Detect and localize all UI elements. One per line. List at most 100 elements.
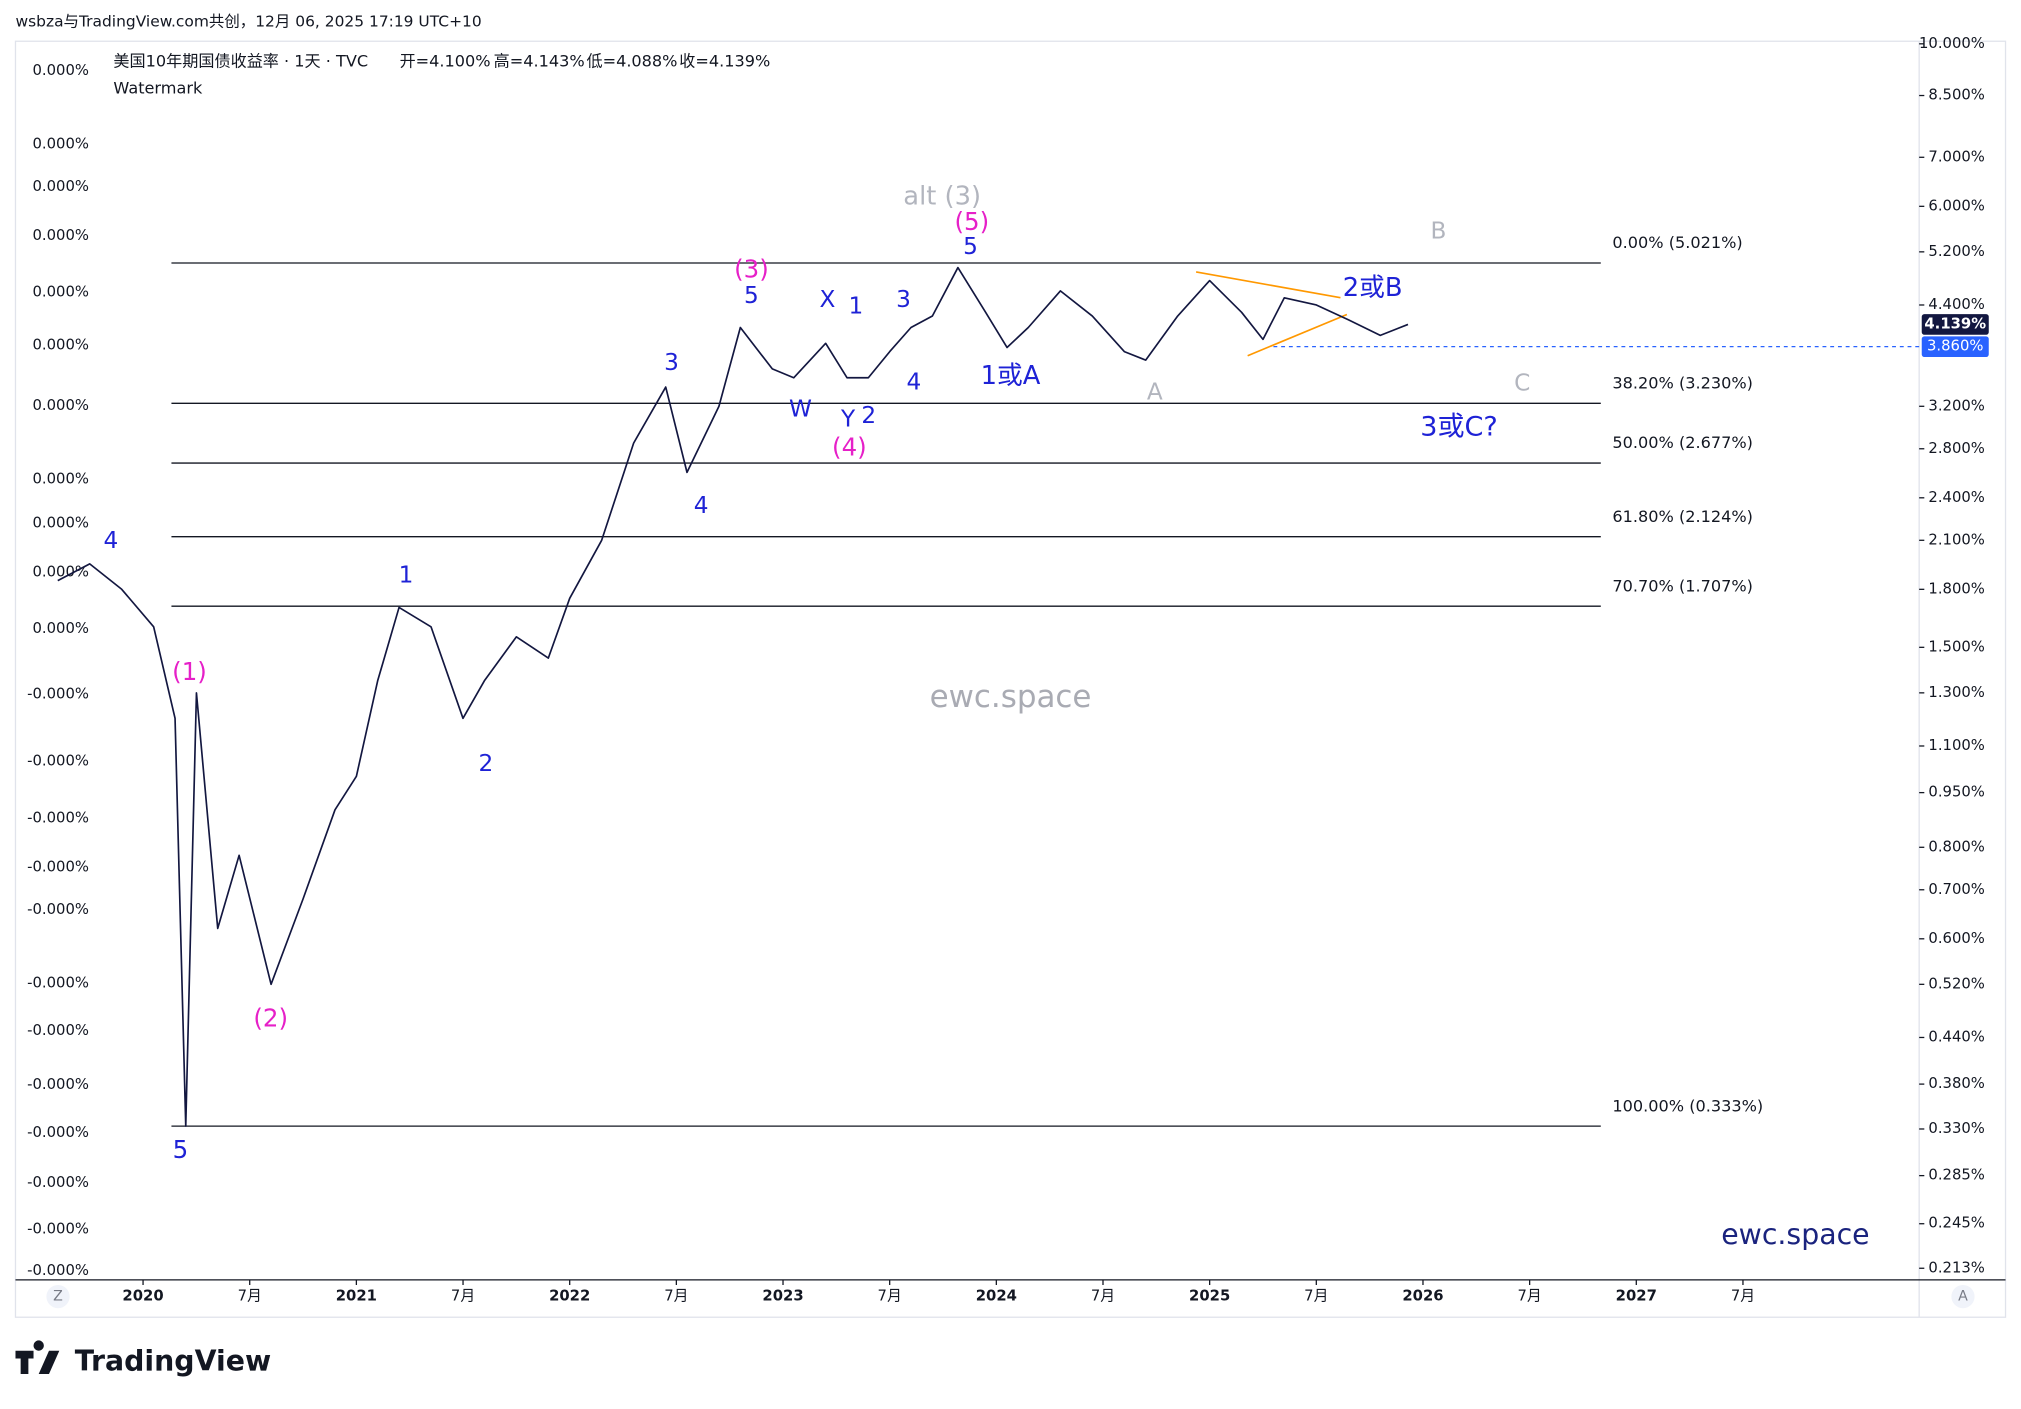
y-tick-label: 1.800% bbox=[1928, 580, 1984, 597]
y-tick-label: 0.330% bbox=[1928, 1120, 1984, 1137]
axis-button-label: A bbox=[1958, 1289, 1968, 1305]
wave-label: alt (3) bbox=[903, 182, 981, 212]
left-axis-label: -0.000% bbox=[27, 901, 89, 918]
wave-label: 4 bbox=[103, 527, 118, 554]
x-tick-label: 2027 bbox=[1616, 1288, 1657, 1305]
wave-label: 5 bbox=[963, 233, 978, 260]
y-tick-label: 1.500% bbox=[1928, 638, 1984, 655]
x-tick-label: 2021 bbox=[336, 1288, 377, 1305]
symbol: 美国10年期国债收益率 · 1天 · TVC bbox=[113, 51, 368, 70]
fib-label: 0.00% (5.021%) bbox=[1612, 233, 1742, 252]
x-tick-label: 7月 bbox=[664, 1288, 688, 1305]
wave-label: 3或C? bbox=[1420, 411, 1498, 442]
left-axis-label: 0.000% bbox=[32, 62, 88, 79]
left-axis-label: -0.000% bbox=[27, 1022, 89, 1039]
wave-label: Y bbox=[840, 406, 856, 433]
fib-label: 70.70% (1.707%) bbox=[1612, 576, 1753, 595]
y-tick-label: 0.285% bbox=[1928, 1167, 1984, 1184]
left-axis-label: -0.000% bbox=[27, 809, 89, 826]
axis-button-label: Z bbox=[53, 1289, 63, 1305]
wave-label: 2 bbox=[861, 402, 876, 429]
left-axis-label: -0.000% bbox=[27, 974, 89, 991]
wave-label: 3 bbox=[896, 286, 911, 313]
left-axis-label: -0.000% bbox=[27, 686, 89, 703]
x-tick-label: 2026 bbox=[1402, 1288, 1443, 1305]
triangle-upper bbox=[1195, 271, 1341, 299]
x-tick-label: 2025 bbox=[1189, 1288, 1230, 1305]
left-axis-label: -0.000% bbox=[27, 1124, 89, 1141]
y-tick-label: 6.000% bbox=[1928, 197, 1984, 214]
x-tick-label: 7月 bbox=[1518, 1288, 1542, 1305]
left-axis-label: 0.000% bbox=[32, 397, 88, 414]
y-tick-label: 10.000% bbox=[1919, 35, 1985, 52]
credit: wsbza与TradingView.com共创，12月 06, 2025 17:… bbox=[15, 12, 481, 30]
wave-label: 5 bbox=[173, 1135, 189, 1164]
x-tick-label: 2024 bbox=[976, 1288, 1017, 1305]
ohlc-low: 低=4.088% bbox=[586, 51, 677, 70]
wave-label: (1) bbox=[172, 657, 207, 686]
y-tick-label: 0.245% bbox=[1928, 1215, 1984, 1232]
brand-logo: TradingView bbox=[15, 1340, 271, 1377]
y-tick-label: 5.200% bbox=[1928, 243, 1984, 260]
left-axis-label: -0.000% bbox=[27, 753, 89, 770]
marker-badge-label: 3.860% bbox=[1927, 338, 1983, 355]
fib-label: 100.00% (0.333%) bbox=[1612, 1096, 1763, 1115]
x-tick-label: 7月 bbox=[1731, 1288, 1755, 1305]
ohlc-close: 收=4.139% bbox=[679, 51, 770, 70]
y-tick-label: 0.520% bbox=[1928, 975, 1984, 992]
left-axis-label: 0.000% bbox=[32, 563, 88, 580]
axis-button[interactable] bbox=[1951, 1285, 1975, 1309]
wave-label: (5) bbox=[954, 207, 989, 236]
left-axis-label: 0.000% bbox=[32, 470, 88, 487]
x-tick-label: 2022 bbox=[549, 1288, 590, 1305]
wave-label: C bbox=[1514, 370, 1530, 397]
x-tick-label: 2023 bbox=[762, 1288, 803, 1305]
wave-label: X bbox=[820, 286, 836, 313]
triangle-lower bbox=[1247, 313, 1348, 357]
x-tick-label: 7月 bbox=[1091, 1288, 1115, 1305]
x-tick-label: 7月 bbox=[1304, 1288, 1328, 1305]
wave-label: (4) bbox=[832, 433, 867, 462]
brand: TradingView bbox=[75, 1344, 271, 1377]
wave-label: 3 bbox=[664, 349, 679, 376]
logo-mark bbox=[15, 1340, 60, 1374]
y-tick-label: 1.300% bbox=[1928, 684, 1984, 701]
left-axis-label: -0.000% bbox=[27, 1174, 89, 1191]
fib-label: 50.00% (2.677%) bbox=[1612, 433, 1753, 452]
left-axis-label: -0.000% bbox=[27, 1221, 89, 1238]
wave-label: A bbox=[1147, 379, 1163, 406]
left-axis-label: 0.000% bbox=[32, 178, 88, 195]
y-tick-label: 2.400% bbox=[1928, 489, 1984, 506]
left-axis-label: 0.000% bbox=[32, 284, 88, 301]
left-axis-label: 0.000% bbox=[32, 227, 88, 244]
x-tick-label: 2020 bbox=[122, 1288, 163, 1305]
watermark: ewc.space bbox=[1721, 1218, 1869, 1251]
indicator: Watermark bbox=[113, 78, 203, 97]
left-axis-label: -0.000% bbox=[27, 1076, 89, 1093]
y-tick-label: 2.100% bbox=[1928, 531, 1984, 548]
wave-label: (2) bbox=[253, 1004, 288, 1033]
axis-button[interactable] bbox=[46, 1285, 70, 1309]
last-price-label: 4.139% bbox=[1924, 315, 1986, 332]
wave-label: (3) bbox=[734, 255, 769, 284]
wave-label: 1或A bbox=[981, 361, 1041, 391]
wave-label: 2或B bbox=[1343, 273, 1403, 303]
y-tick-label: 3.200% bbox=[1928, 397, 1984, 414]
y-tick-label: 4.400% bbox=[1928, 296, 1984, 313]
wave-label: 5 bbox=[744, 282, 759, 309]
left-axis-label: 0.000% bbox=[32, 620, 88, 637]
fib-label: 38.20% (3.230%) bbox=[1612, 373, 1753, 392]
left-axis-label: 0.000% bbox=[32, 514, 88, 531]
wave-label: 4 bbox=[694, 492, 709, 519]
x-tick-label: 7月 bbox=[238, 1288, 262, 1305]
y-tick-label: 0.950% bbox=[1928, 784, 1984, 801]
wave-label: 1 bbox=[848, 292, 863, 319]
left-axis-label: 0.000% bbox=[32, 336, 88, 353]
last-price-badge bbox=[1921, 314, 1989, 335]
price-line bbox=[57, 266, 1409, 1127]
x-tick-label: 7月 bbox=[451, 1288, 475, 1305]
wave-label: B bbox=[1430, 217, 1446, 244]
ohlc-open: 开=4.100% bbox=[400, 51, 491, 70]
marker-badge bbox=[1921, 336, 1989, 357]
